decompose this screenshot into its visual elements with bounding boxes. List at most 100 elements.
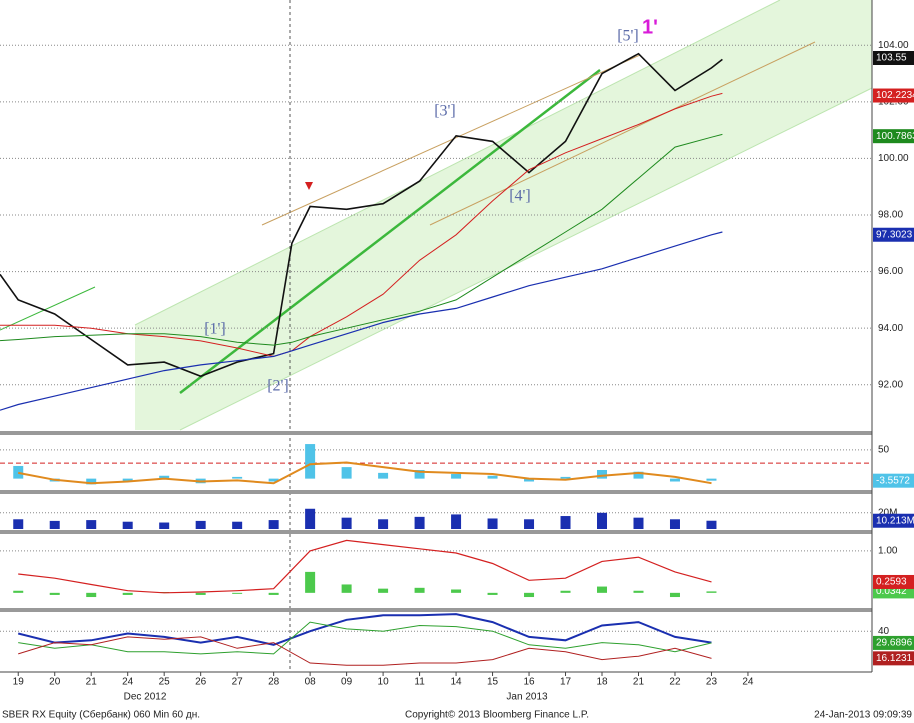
bar [232, 592, 243, 594]
wave-annotation: [5'] [617, 28, 639, 45]
last-value-box [873, 88, 914, 103]
last-value-label: 103.55 [876, 53, 907, 64]
bar [524, 519, 535, 529]
y-tick-label: 50 [878, 444, 890, 455]
last-value-label: 0.0342 [876, 586, 907, 597]
bar [414, 516, 425, 529]
bar [13, 465, 24, 479]
bar [378, 588, 389, 593]
bar [122, 592, 133, 595]
y-tick-label: 94.00 [878, 323, 903, 334]
bar [633, 471, 644, 479]
bar [560, 590, 571, 593]
bar [268, 478, 279, 482]
last-value-label: 100.7863 [876, 131, 914, 142]
last-value-label: 10.213M [876, 515, 914, 526]
bar [669, 478, 680, 482]
bar [268, 520, 279, 529]
trend-line [429, 41, 816, 226]
x-tick-label: 25 [159, 677, 171, 688]
x-tick-label: 14 [451, 677, 463, 688]
last-value-box [873, 227, 914, 242]
last-value-label: -3.5572 [876, 475, 910, 486]
month-label: Jan 2013 [506, 692, 548, 703]
bar [232, 521, 243, 529]
x-tick-label: 21 [633, 677, 645, 688]
bar [487, 518, 498, 529]
last-value-box [873, 129, 914, 144]
x-tick-label: 16 [523, 677, 535, 688]
bar [560, 476, 571, 479]
series-line [0, 52, 723, 378]
bar [305, 571, 316, 593]
bar [414, 469, 425, 479]
bar [159, 522, 170, 529]
x-tick-label: 19 [13, 677, 25, 688]
x-tick-label: 28 [268, 677, 280, 688]
bar [706, 520, 717, 529]
last-value-box [873, 473, 914, 488]
series-line [17, 613, 712, 646]
series-line [0, 92, 723, 357]
bar [49, 592, 60, 595]
bar [341, 517, 352, 529]
bar [341, 584, 352, 593]
series-line [18, 461, 712, 485]
bar [122, 478, 133, 482]
channel-midline [179, 69, 601, 394]
x-tick-label: 09 [341, 677, 353, 688]
bar [487, 475, 498, 479]
panel-separator [0, 608, 914, 612]
bar [232, 476, 243, 479]
x-tick-label: 21 [86, 677, 98, 688]
overlay: 92.0094.0096.0098.00100.00102.00104.0010… [13, 16, 914, 703]
x-tick-label: 17 [560, 677, 572, 688]
bar [597, 469, 608, 479]
bar [305, 444, 316, 479]
bar [378, 519, 389, 529]
wave-annotation: [4'] [509, 188, 531, 205]
last-value-box [873, 50, 914, 65]
footer-right: 24-Jan-2013 09:09:39 [814, 710, 912, 721]
bar [560, 516, 571, 529]
last-value-box [873, 635, 914, 650]
panel-separator [0, 431, 914, 435]
trend-line [261, 54, 641, 226]
bar [49, 520, 60, 529]
bar [86, 520, 97, 529]
bar [706, 478, 717, 481]
x-tick-label: 20 [49, 677, 61, 688]
last-value-box [873, 651, 914, 666]
bar [414, 587, 425, 593]
last-value-label: 0.2593 [876, 577, 907, 588]
bar [487, 592, 498, 595]
last-value-label: 29.6896 [876, 638, 913, 649]
wave-annotation: 1' [642, 16, 658, 38]
x-tick-label: 15 [487, 677, 499, 688]
footer-left: SBER RX Equity (Сбербанк) 060 Min 60 дн. [2, 709, 200, 721]
bar [706, 591, 717, 593]
channel-lower [179, 87, 873, 431]
y-tick-label: 92.00 [878, 379, 903, 390]
series-line [18, 621, 712, 655]
x-tick-label: 23 [706, 677, 718, 688]
bar [451, 474, 462, 479]
x-tick-label: 10 [378, 677, 390, 688]
x-tick-label: 27 [232, 677, 244, 688]
panel-separator [0, 490, 914, 494]
month-label: Dec 2012 [124, 692, 167, 703]
y-tick-label: 40 [878, 626, 890, 637]
wave-annotation: [2'] [267, 378, 289, 395]
bar [524, 592, 535, 598]
y-tick-label: 100.00 [878, 153, 909, 164]
x-tick-label: 08 [305, 677, 317, 688]
footer-center: Copyright© 2013 Bloomberg Finance L.P. [405, 710, 589, 721]
bar [451, 589, 462, 593]
bar [86, 592, 97, 598]
x-tick-label: 26 [195, 677, 207, 688]
y-tick-label: 20M [878, 507, 897, 518]
bar [305, 508, 316, 529]
bar [597, 512, 608, 529]
bar [195, 592, 206, 595]
panels [0, 44, 914, 666]
